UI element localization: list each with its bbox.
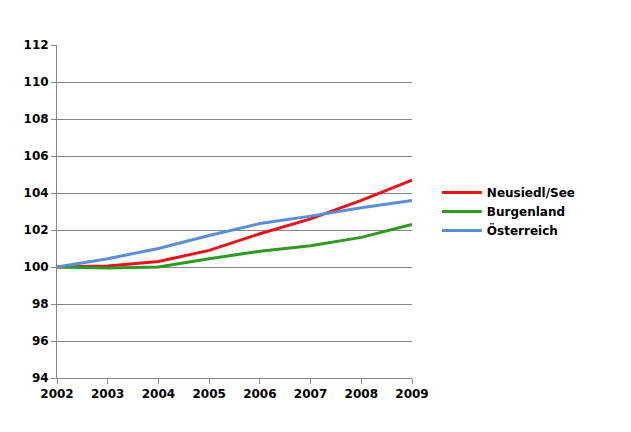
svg-text:2005: 2005 — [192, 387, 225, 401]
svg-text:112: 112 — [24, 38, 49, 52]
svg-text:102: 102 — [24, 223, 49, 237]
svg-text:Neusiedl/See: Neusiedl/See — [487, 186, 575, 200]
svg-text:100: 100 — [24, 260, 49, 274]
svg-text:110: 110 — [24, 75, 49, 89]
svg-text:2008: 2008 — [345, 387, 378, 401]
svg-text:2003: 2003 — [91, 387, 124, 401]
svg-text:94: 94 — [32, 371, 49, 385]
svg-text:98: 98 — [32, 297, 49, 311]
svg-text:2002: 2002 — [40, 387, 73, 401]
svg-text:2006: 2006 — [243, 387, 276, 401]
svg-text:96: 96 — [32, 334, 49, 348]
svg-text:Burgenland: Burgenland — [487, 205, 565, 219]
svg-text:104: 104 — [24, 186, 49, 200]
svg-text:2004: 2004 — [142, 387, 175, 401]
svg-text:Österreich: Österreich — [487, 223, 558, 238]
svg-text:2009: 2009 — [395, 387, 428, 401]
svg-text:108: 108 — [24, 112, 49, 126]
svg-text:2007: 2007 — [294, 387, 327, 401]
svg-text:106: 106 — [24, 149, 49, 163]
